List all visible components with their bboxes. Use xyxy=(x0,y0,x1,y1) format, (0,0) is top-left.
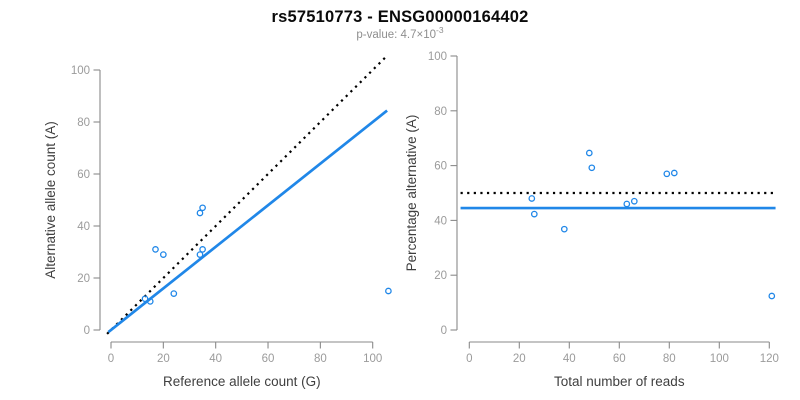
y-axis-title: Percentage alternative (A) xyxy=(404,115,419,272)
y-tick-label: 60 xyxy=(434,161,447,173)
figure-title: rs57510773 - ENSG00000164402 xyxy=(271,8,529,26)
y-tick-label: 20 xyxy=(434,270,447,282)
data-point xyxy=(528,195,536,202)
data-point xyxy=(630,197,638,205)
data-point xyxy=(196,209,204,217)
data-point xyxy=(196,251,204,258)
data-point xyxy=(623,200,631,208)
x-tick-label: 100 xyxy=(363,353,382,365)
data-point xyxy=(199,204,206,212)
figure-subtitle: p-value: 4.7×10-3 xyxy=(0,25,800,41)
x-tick-label: 0 xyxy=(108,353,114,365)
y-axis-title: Alternative allele count (A) xyxy=(43,121,58,279)
data-point xyxy=(170,290,178,297)
data-point xyxy=(588,164,596,172)
data-point xyxy=(585,149,593,157)
pvalue-exponent: -3 xyxy=(436,25,444,35)
data-point xyxy=(141,295,149,303)
y-tick-label: 60 xyxy=(77,169,90,181)
y-tick-label: 0 xyxy=(441,325,447,337)
data-point xyxy=(152,246,159,253)
y-tick-label: 20 xyxy=(77,273,90,285)
x-tick-label: 60 xyxy=(613,353,626,365)
data-point xyxy=(385,287,392,295)
x-tick-label: 100 xyxy=(710,353,729,365)
data-point xyxy=(663,170,671,178)
right-scatter-plot: 0 20 40 60 80 100 120 0 20 40 60 80 100 Total number … xyxy=(404,51,779,389)
x-tick-label: 80 xyxy=(314,353,327,365)
x-tick-label: 40 xyxy=(209,353,222,365)
y-tick-label: 40 xyxy=(77,221,90,233)
x-tick-label: 40 xyxy=(563,353,576,365)
x-tick-label: 0 xyxy=(466,353,472,365)
data-point xyxy=(146,298,154,305)
identity-line xyxy=(106,56,387,335)
x-axis-title: Total number of reads xyxy=(554,374,685,389)
x-tick-label: 20 xyxy=(513,353,526,365)
x-tick-label: 20 xyxy=(157,353,170,365)
y-tick-label: 80 xyxy=(434,106,447,118)
x-tick-label: 80 xyxy=(663,353,676,365)
x-tick-label: 60 xyxy=(262,353,275,365)
data-point xyxy=(560,225,568,233)
pvalue-text: p-value: 4.7×10 xyxy=(356,28,437,41)
y-tick-label: 80 xyxy=(77,117,90,129)
data-point xyxy=(530,210,538,218)
data-point xyxy=(768,292,776,300)
data-point xyxy=(670,169,678,177)
y-tick-label: 100 xyxy=(428,51,447,63)
data-point xyxy=(159,251,167,258)
left-scatter-plot: 0 20 40 60 80 100 0 20 40 60 80 100 Reference allele… xyxy=(43,56,392,389)
data-point xyxy=(199,246,206,253)
x-axis-title: Reference allele count (G) xyxy=(163,374,321,389)
y-tick-label: 100 xyxy=(71,65,90,77)
x-tick-label: 120 xyxy=(760,353,779,365)
y-tick-label: 0 xyxy=(84,325,90,337)
fitted-ratio-line xyxy=(107,109,388,334)
y-tick-label: 40 xyxy=(434,215,447,227)
